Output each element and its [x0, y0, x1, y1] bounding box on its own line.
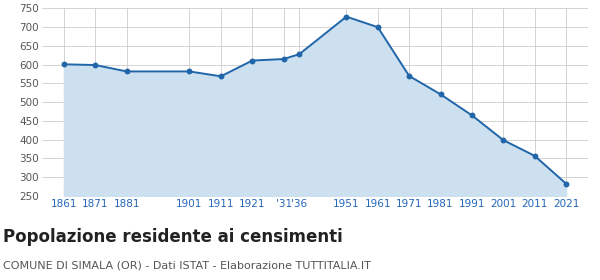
Point [561, 181, 571, 186]
Point [341, 14, 351, 19]
Point [467, 113, 476, 118]
Point [122, 69, 131, 74]
Point [185, 69, 194, 74]
Text: Popolazione residente ai censimenti: Popolazione residente ai censimenti [3, 228, 343, 246]
Point [295, 52, 304, 56]
Point [499, 138, 508, 142]
Text: COMUNE DI SIMALA (OR) - Dati ISTAT - Elaborazione TUTTITALIA.IT: COMUNE DI SIMALA (OR) - Dati ISTAT - Ela… [3, 260, 371, 270]
Point [247, 58, 257, 63]
Point [59, 62, 69, 67]
Point [216, 74, 226, 79]
Point [404, 74, 414, 78]
Point [373, 25, 383, 29]
Point [279, 57, 289, 61]
Point [530, 154, 539, 158]
Point [91, 63, 100, 67]
Point [436, 92, 445, 97]
